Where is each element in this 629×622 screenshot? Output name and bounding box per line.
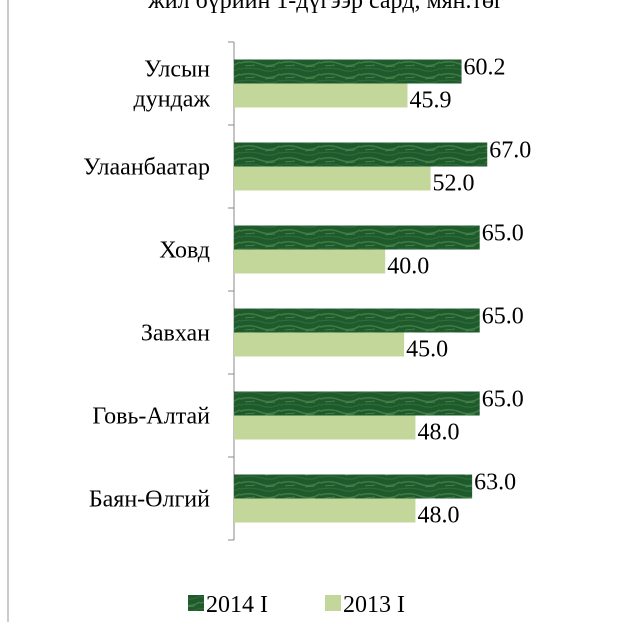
chart-title: жил бүрийн 1-дүгээр сард, мян.төг [147,0,504,14]
legend-swatch [325,595,341,611]
y-tick-label: Ховд [159,238,210,264]
bar [234,391,480,416]
data-label: 40.0 [387,254,429,280]
bar [234,332,405,357]
data-label: 65.0 [482,387,524,413]
data-label: 60.2 [464,55,506,81]
bar [234,308,480,333]
legend-label: 2014 I [206,592,268,618]
bar [234,59,462,84]
y-tick-label: Баян-Өлгий [89,487,210,513]
bar [234,225,480,250]
data-label: 67.0 [489,138,531,164]
bar [234,249,386,274]
legend-label: 2013 I [343,592,405,618]
y-tick-label: Говь-Алтай [92,404,210,430]
bar [234,415,416,440]
y-tick-label: Улаанбаатар [83,155,210,181]
data-label: 48.0 [417,420,459,446]
data-label: 48.0 [417,503,459,529]
data-label: 63.0 [474,470,516,496]
bar [234,498,416,523]
y-tick-label: Улсын дундаж [134,57,211,113]
bar [234,142,488,167]
bar [234,166,431,191]
data-label: 45.9 [410,88,452,114]
data-label: 52.0 [433,171,475,197]
data-label: 65.0 [482,221,524,247]
bar [234,83,408,108]
y-tick-label: Завхан [141,321,210,347]
legend-swatch [188,595,204,611]
bar [234,474,473,499]
data-label: 45.0 [406,337,448,363]
data-label: 65.0 [482,304,524,330]
